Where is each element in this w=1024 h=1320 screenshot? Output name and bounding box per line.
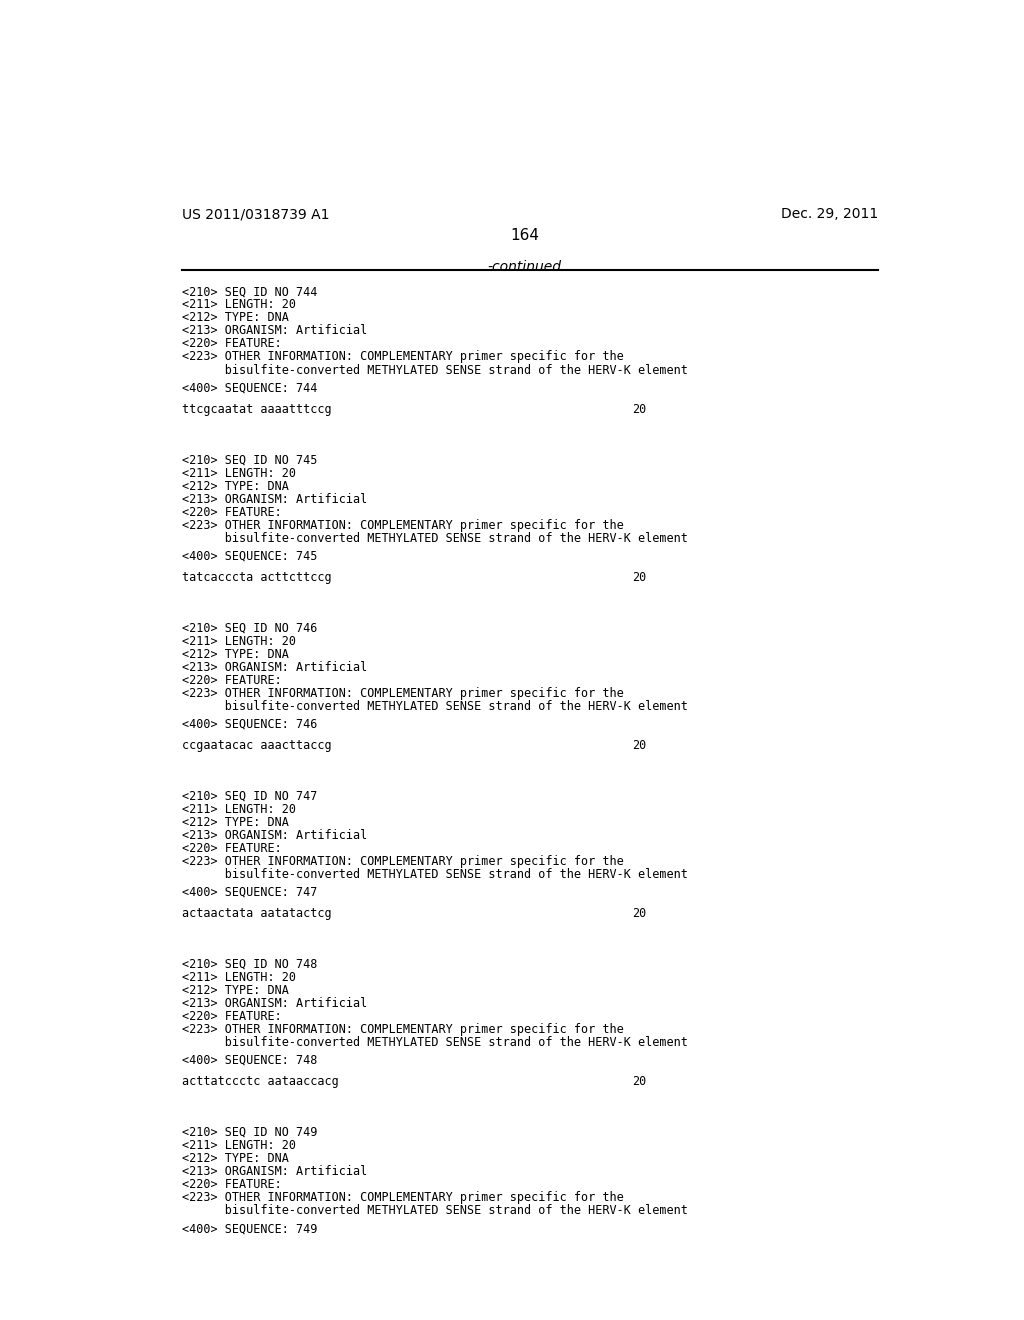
Text: <210> SEQ ID NO 747: <210> SEQ ID NO 747	[182, 789, 317, 803]
Text: ttcgcaatat aaaatttccg: ttcgcaatat aaaatttccg	[182, 403, 332, 416]
Text: <210> SEQ ID NO 748: <210> SEQ ID NO 748	[182, 958, 317, 970]
Text: <220> FEATURE:: <220> FEATURE:	[182, 1177, 282, 1191]
Text: 20: 20	[632, 403, 646, 416]
Text: <213> ORGANISM: Artificial: <213> ORGANISM: Artificial	[182, 325, 368, 338]
Text: <400> SEQUENCE: 747: <400> SEQUENCE: 747	[182, 886, 317, 899]
Text: <213> ORGANISM: Artificial: <213> ORGANISM: Artificial	[182, 1164, 368, 1177]
Text: <211> LENGTH: 20: <211> LENGTH: 20	[182, 298, 296, 312]
Text: bisulfite-converted METHYLATED SENSE strand of the HERV-K element: bisulfite-converted METHYLATED SENSE str…	[182, 532, 688, 545]
Text: 164: 164	[510, 227, 540, 243]
Text: <211> LENGTH: 20: <211> LENGTH: 20	[182, 1139, 296, 1152]
Text: <400> SEQUENCE: 745: <400> SEQUENCE: 745	[182, 550, 317, 562]
Text: Dec. 29, 2011: Dec. 29, 2011	[780, 207, 878, 222]
Text: bisulfite-converted METHYLATED SENSE strand of the HERV-K element: bisulfite-converted METHYLATED SENSE str…	[182, 700, 688, 713]
Text: <220> FEATURE:: <220> FEATURE:	[182, 338, 282, 351]
Text: <223> OTHER INFORMATION: COMPLEMENTARY primer specific for the: <223> OTHER INFORMATION: COMPLEMENTARY p…	[182, 1023, 624, 1036]
Text: <213> ORGANISM: Artificial: <213> ORGANISM: Artificial	[182, 660, 368, 673]
Text: 20: 20	[632, 570, 646, 583]
Text: <211> LENGTH: 20: <211> LENGTH: 20	[182, 466, 296, 479]
Text: actaactata aatatactcg: actaactata aatatactcg	[182, 907, 332, 920]
Text: <212> TYPE: DNA: <212> TYPE: DNA	[182, 479, 289, 492]
Text: <220> FEATURE:: <220> FEATURE:	[182, 506, 282, 519]
Text: <213> ORGANISM: Artificial: <213> ORGANISM: Artificial	[182, 829, 368, 842]
Text: 20: 20	[632, 739, 646, 751]
Text: <400> SEQUENCE: 744: <400> SEQUENCE: 744	[182, 381, 317, 395]
Text: <212> TYPE: DNA: <212> TYPE: DNA	[182, 648, 289, 660]
Text: <213> ORGANISM: Artificial: <213> ORGANISM: Artificial	[182, 492, 368, 506]
Text: 20: 20	[632, 907, 646, 920]
Text: 20: 20	[632, 1074, 646, 1088]
Text: <212> TYPE: DNA: <212> TYPE: DNA	[182, 816, 289, 829]
Text: bisulfite-converted METHYLATED SENSE strand of the HERV-K element: bisulfite-converted METHYLATED SENSE str…	[182, 1204, 688, 1217]
Text: US 2011/0318739 A1: US 2011/0318739 A1	[182, 207, 330, 222]
Text: tatcacccta acttcttccg: tatcacccta acttcttccg	[182, 570, 332, 583]
Text: bisulfite-converted METHYLATED SENSE strand of the HERV-K element: bisulfite-converted METHYLATED SENSE str…	[182, 363, 688, 376]
Text: -continued: -continued	[487, 260, 562, 275]
Text: <220> FEATURE:: <220> FEATURE:	[182, 842, 282, 855]
Text: <211> LENGTH: 20: <211> LENGTH: 20	[182, 635, 296, 648]
Text: <210> SEQ ID NO 744: <210> SEQ ID NO 744	[182, 285, 317, 298]
Text: <213> ORGANISM: Artificial: <213> ORGANISM: Artificial	[182, 997, 368, 1010]
Text: <211> LENGTH: 20: <211> LENGTH: 20	[182, 970, 296, 983]
Text: acttatccctc aataaccacg: acttatccctc aataaccacg	[182, 1074, 339, 1088]
Text: <220> FEATURE:: <220> FEATURE:	[182, 1010, 282, 1023]
Text: <223> OTHER INFORMATION: COMPLEMENTARY primer specific for the: <223> OTHER INFORMATION: COMPLEMENTARY p…	[182, 1191, 624, 1204]
Text: <212> TYPE: DNA: <212> TYPE: DNA	[182, 1152, 289, 1164]
Text: <223> OTHER INFORMATION: COMPLEMENTARY primer specific for the: <223> OTHER INFORMATION: COMPLEMENTARY p…	[182, 686, 624, 700]
Text: <400> SEQUENCE: 746: <400> SEQUENCE: 746	[182, 718, 317, 731]
Text: <400> SEQUENCE: 748: <400> SEQUENCE: 748	[182, 1053, 317, 1067]
Text: <223> OTHER INFORMATION: COMPLEMENTARY primer specific for the: <223> OTHER INFORMATION: COMPLEMENTARY p…	[182, 519, 624, 532]
Text: <223> OTHER INFORMATION: COMPLEMENTARY primer specific for the: <223> OTHER INFORMATION: COMPLEMENTARY p…	[182, 855, 624, 867]
Text: <212> TYPE: DNA: <212> TYPE: DNA	[182, 983, 289, 997]
Text: <223> OTHER INFORMATION: COMPLEMENTARY primer specific for the: <223> OTHER INFORMATION: COMPLEMENTARY p…	[182, 351, 624, 363]
Text: <211> LENGTH: 20: <211> LENGTH: 20	[182, 803, 296, 816]
Text: ccgaatacac aaacttaccg: ccgaatacac aaacttaccg	[182, 739, 332, 751]
Text: <400> SEQUENCE: 749: <400> SEQUENCE: 749	[182, 1222, 317, 1236]
Text: bisulfite-converted METHYLATED SENSE strand of the HERV-K element: bisulfite-converted METHYLATED SENSE str…	[182, 1036, 688, 1049]
Text: bisulfite-converted METHYLATED SENSE strand of the HERV-K element: bisulfite-converted METHYLATED SENSE str…	[182, 867, 688, 880]
Text: <210> SEQ ID NO 749: <210> SEQ ID NO 749	[182, 1126, 317, 1139]
Text: <210> SEQ ID NO 746: <210> SEQ ID NO 746	[182, 622, 317, 635]
Text: <220> FEATURE:: <220> FEATURE:	[182, 673, 282, 686]
Text: <212> TYPE: DNA: <212> TYPE: DNA	[182, 312, 289, 325]
Text: <210> SEQ ID NO 745: <210> SEQ ID NO 745	[182, 454, 317, 466]
